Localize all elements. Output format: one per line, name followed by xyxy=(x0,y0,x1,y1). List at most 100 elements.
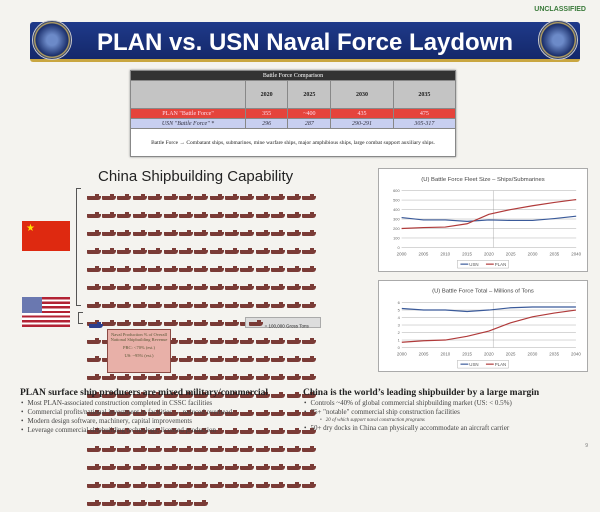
ship-icon xyxy=(86,355,101,362)
x-tick-label: 2000 xyxy=(397,351,407,356)
y-tick-label: 5 xyxy=(398,307,401,312)
ship-icon xyxy=(117,283,132,290)
ship-icon xyxy=(209,337,224,344)
ship-icon xyxy=(86,229,101,236)
x-tick-label: 2020 xyxy=(484,251,494,256)
ship-icon xyxy=(286,265,301,272)
ship-icon xyxy=(240,373,255,380)
ship-icon xyxy=(255,481,270,488)
ship-icon xyxy=(132,247,147,254)
fleet-size-chart: (U) Battle Force Fleet Size – Ships/Subm… xyxy=(378,168,588,272)
ship-icon xyxy=(209,481,224,488)
ship-legend: = 100,000 Gross Tons xyxy=(245,317,321,328)
ship-icon xyxy=(132,229,147,236)
ship-icon xyxy=(209,463,224,470)
ship-icon xyxy=(86,481,101,488)
ship-icon xyxy=(209,247,224,254)
ship-icon xyxy=(225,391,240,398)
ship-icon xyxy=(286,283,301,290)
ship-icon xyxy=(163,283,178,290)
ship-icon xyxy=(117,229,132,236)
ship-icon xyxy=(102,481,117,488)
ship-icon xyxy=(240,445,255,452)
ship-icon xyxy=(194,337,209,344)
shipbuilding-title: China Shipbuilding Capability xyxy=(98,168,294,185)
revenue-box: Naval Production % of Overall National S… xyxy=(107,329,171,373)
ship-icon xyxy=(301,265,316,272)
ship-icon xyxy=(117,247,132,254)
table-note: Battle Force → Combatant ships, submarin… xyxy=(130,128,456,157)
ship-icon xyxy=(148,481,163,488)
year-header: 2020 xyxy=(244,80,289,109)
ship-icon xyxy=(240,193,255,200)
ship-icon xyxy=(271,229,286,236)
ship-icon xyxy=(102,499,117,506)
ship-icon xyxy=(301,355,316,362)
ship-icon xyxy=(225,319,240,326)
ship-icon xyxy=(301,373,316,380)
ship-icon xyxy=(117,481,132,488)
ship-icon xyxy=(132,193,147,200)
ship-icon xyxy=(178,265,193,272)
ship-icon xyxy=(102,391,117,398)
y-tick-label: 2 xyxy=(398,330,400,335)
series-line-usn xyxy=(401,215,577,222)
y-tick-label: 300 xyxy=(393,216,400,221)
list-item: Commercial profits/national investment i… xyxy=(27,408,268,417)
ship-icon xyxy=(148,445,163,452)
y-tick-label: 500 xyxy=(393,198,400,203)
ship-icon xyxy=(286,355,301,362)
ship-icon xyxy=(117,445,132,452)
ship-icon xyxy=(194,373,209,380)
y-tick-label: 0 xyxy=(397,245,400,250)
bracket xyxy=(76,188,81,306)
ship-icon xyxy=(255,391,270,398)
ship-icon xyxy=(86,193,101,200)
ship-icon xyxy=(132,481,147,488)
ship-icon xyxy=(102,373,117,380)
ship-icon xyxy=(102,463,117,470)
ship-icon xyxy=(194,193,209,200)
ship-icon xyxy=(102,247,117,254)
ship-icon xyxy=(286,481,301,488)
x-tick-label: 2010 xyxy=(440,251,450,256)
ship-icon xyxy=(148,229,163,236)
ship-icon xyxy=(301,445,316,452)
ship-icon xyxy=(132,319,147,326)
y-tick-label: 0 xyxy=(398,345,401,350)
x-tick-label: 2035 xyxy=(549,351,559,356)
ship-icon xyxy=(240,247,255,254)
ship-icon xyxy=(163,265,178,272)
ship-icon xyxy=(132,301,147,308)
chart-title: (U) Battle Force Fleet Size – Ships/Subm… xyxy=(421,177,544,183)
ship-icon xyxy=(255,229,270,236)
ship-icon xyxy=(286,193,301,200)
title-banner: PLAN vs. USN Naval Force Laydown xyxy=(30,22,580,62)
ship-icon xyxy=(209,445,224,452)
ship-icon xyxy=(240,301,255,308)
ship-icon xyxy=(132,373,147,380)
ship-icon xyxy=(86,499,101,506)
ship-icon xyxy=(255,247,270,254)
series-line-plan xyxy=(401,309,577,343)
ship-icon xyxy=(148,211,163,218)
ship-icon xyxy=(86,337,101,344)
ship-icon xyxy=(102,283,117,290)
ship-icon xyxy=(225,373,240,380)
ship-icon xyxy=(117,193,132,200)
ship-icon xyxy=(178,355,193,362)
ship-icon xyxy=(271,445,286,452)
ship-icon xyxy=(271,391,286,398)
ship-icon xyxy=(194,301,209,308)
ship-icon xyxy=(194,265,209,272)
series-line-plan xyxy=(401,199,577,230)
ship-icon xyxy=(225,337,240,344)
left-bullets: PLAN surface ship producers are mixed mi… xyxy=(20,388,268,435)
ship-icon xyxy=(240,211,255,218)
list-item: Controls ~40% of global commercial shipb… xyxy=(310,399,539,408)
ship-icon xyxy=(225,247,240,254)
ship-icon xyxy=(286,301,301,308)
right-bullets: China is the world’s leading shipbuilder… xyxy=(303,388,539,433)
ship-icon xyxy=(178,445,193,452)
ship-icon xyxy=(286,463,301,470)
